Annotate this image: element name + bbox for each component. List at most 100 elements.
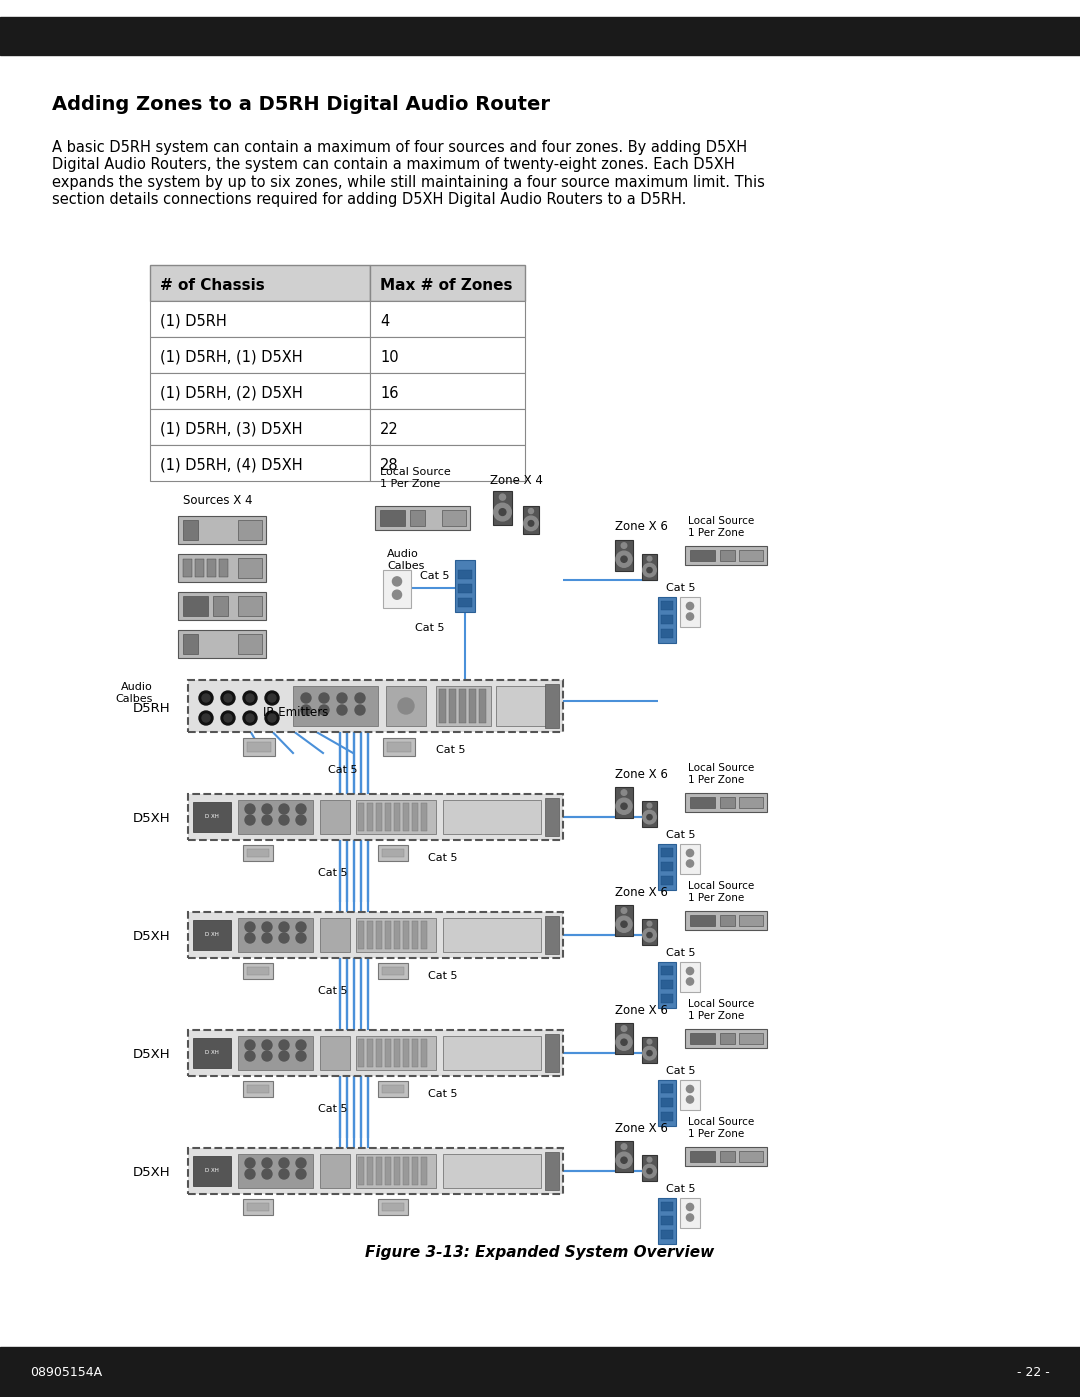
Bar: [207, 559, 216, 577]
Bar: [411, 1157, 418, 1185]
Circle shape: [279, 1051, 289, 1060]
Circle shape: [687, 613, 693, 620]
Text: Local Source
1 Per Zone: Local Source 1 Per Zone: [688, 999, 754, 1021]
Bar: [376, 921, 382, 949]
Bar: [720, 1032, 735, 1044]
Circle shape: [245, 1039, 255, 1051]
Bar: [442, 510, 465, 527]
Bar: [238, 1154, 313, 1187]
Bar: [685, 1030, 767, 1048]
Bar: [642, 1155, 657, 1180]
Bar: [411, 921, 418, 949]
Bar: [370, 446, 525, 481]
Bar: [690, 1032, 715, 1044]
Text: Audio
Calbes: Audio Calbes: [116, 682, 153, 704]
Text: Local Source
1 Per Zone: Local Source 1 Per Zone: [688, 1118, 754, 1139]
Text: Cat 5: Cat 5: [420, 571, 449, 581]
Circle shape: [279, 1158, 289, 1168]
Circle shape: [202, 694, 210, 703]
Bar: [356, 1154, 436, 1187]
Circle shape: [687, 1214, 693, 1221]
Text: D5XH: D5XH: [133, 930, 171, 943]
Bar: [661, 1229, 673, 1239]
Bar: [658, 1080, 676, 1126]
Bar: [545, 798, 559, 835]
Text: Cat 5: Cat 5: [666, 583, 696, 592]
Bar: [661, 995, 673, 1003]
Text: Audio
Calbes: Audio Calbes: [387, 549, 424, 571]
Bar: [178, 555, 266, 583]
Circle shape: [643, 929, 657, 942]
Circle shape: [687, 849, 693, 856]
Circle shape: [199, 711, 213, 725]
Bar: [188, 793, 563, 840]
Bar: [183, 559, 192, 577]
Circle shape: [616, 916, 632, 932]
Text: D XH: D XH: [205, 933, 219, 937]
Circle shape: [279, 1039, 289, 1051]
Bar: [380, 510, 405, 527]
Bar: [370, 409, 525, 446]
Circle shape: [243, 692, 257, 705]
Bar: [367, 1039, 373, 1067]
Bar: [195, 559, 204, 577]
Circle shape: [262, 805, 272, 814]
Bar: [720, 798, 735, 807]
Circle shape: [262, 933, 272, 943]
Circle shape: [262, 1169, 272, 1179]
Bar: [690, 798, 715, 807]
Circle shape: [301, 705, 311, 715]
Circle shape: [621, 921, 627, 928]
Bar: [367, 921, 373, 949]
Bar: [411, 803, 418, 831]
Circle shape: [616, 798, 632, 814]
Circle shape: [621, 908, 626, 914]
Bar: [150, 337, 370, 373]
Circle shape: [392, 590, 402, 599]
Circle shape: [296, 1158, 306, 1168]
Circle shape: [621, 1025, 626, 1031]
Circle shape: [647, 814, 652, 820]
Text: Local Source
1 Per Zone: Local Source 1 Per Zone: [380, 467, 450, 489]
Bar: [378, 963, 408, 979]
Circle shape: [621, 789, 626, 795]
Circle shape: [245, 1169, 255, 1179]
Text: Cat 5: Cat 5: [666, 830, 696, 840]
Circle shape: [262, 1039, 272, 1051]
Text: # of Chassis: # of Chassis: [160, 278, 265, 292]
Bar: [382, 1085, 404, 1092]
Bar: [188, 1030, 563, 1076]
Circle shape: [499, 509, 505, 515]
Bar: [238, 597, 262, 616]
Text: 4: 4: [380, 313, 389, 328]
Bar: [438, 689, 446, 724]
Circle shape: [245, 814, 255, 826]
Circle shape: [355, 693, 365, 703]
Text: D XH: D XH: [205, 1168, 219, 1173]
Circle shape: [621, 1039, 627, 1045]
Bar: [383, 570, 411, 608]
Bar: [213, 597, 228, 616]
Circle shape: [296, 1169, 306, 1179]
Circle shape: [245, 922, 255, 932]
Circle shape: [296, 1039, 306, 1051]
Bar: [545, 1034, 559, 1071]
Circle shape: [524, 515, 538, 531]
Bar: [480, 689, 486, 724]
Bar: [421, 1157, 427, 1185]
Bar: [458, 570, 472, 578]
Circle shape: [494, 503, 511, 521]
Circle shape: [265, 692, 279, 705]
Circle shape: [687, 1085, 693, 1092]
Bar: [370, 373, 525, 409]
Circle shape: [687, 861, 693, 868]
Bar: [238, 557, 262, 578]
Text: 16: 16: [380, 386, 399, 401]
Bar: [293, 686, 378, 726]
Bar: [320, 1154, 350, 1187]
Bar: [370, 265, 525, 300]
Bar: [411, 1039, 418, 1067]
Bar: [615, 787, 633, 819]
Text: Zone X 6: Zone X 6: [615, 1003, 667, 1017]
Circle shape: [262, 814, 272, 826]
